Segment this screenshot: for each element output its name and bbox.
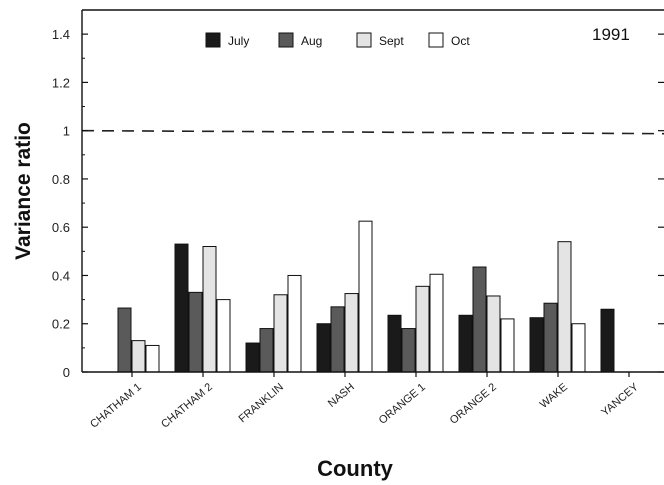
bar-oct-orange-2 <box>500 318 515 373</box>
bar-oct-chatham-2 <box>216 299 231 373</box>
bar-sept-orange-1 <box>415 285 430 373</box>
y-tick-label: 0.6 <box>52 220 70 235</box>
legend-label-july: July <box>228 34 249 48</box>
x-tick-label: YANCEY <box>599 381 641 419</box>
legend-swatch-july <box>205 32 221 48</box>
y-axis-title: Variance ratio <box>12 122 35 260</box>
y-tick-label: 0.2 <box>52 317 70 332</box>
bar-sept-nash <box>344 293 359 373</box>
x-tick-label: CHATHAM 1 <box>88 381 144 431</box>
bar-oct-orange-1 <box>429 273 444 373</box>
reference-line <box>81 129 664 135</box>
bar-aug-orange-2 <box>472 266 487 373</box>
bar-sept-orange-2 <box>486 295 501 373</box>
y-tick-label: 1.2 <box>52 75 70 90</box>
bar-sept-wake <box>557 241 572 373</box>
legend: July Aug Sept Oct <box>205 32 470 48</box>
bar-aug-orange-1 <box>401 328 416 373</box>
x-tick-label: CHATHAM 2 <box>159 381 215 431</box>
year-annotation: 1991 <box>592 25 630 44</box>
legend-swatch-oct <box>428 32 444 48</box>
bar-oct-wake <box>571 323 586 373</box>
x-tick-label: NASH <box>326 381 357 410</box>
legend-swatch-aug <box>278 32 294 48</box>
y-tick-label: 0.8 <box>52 172 70 187</box>
bar-sept-chatham-2 <box>202 246 217 373</box>
bar-sept-franklin <box>273 294 288 373</box>
bar-july-orange-2 <box>458 314 473 373</box>
legend-label-aug: Aug <box>301 34 322 48</box>
legend-label-oct: Oct <box>451 34 470 48</box>
bar-oct-chatham-1 <box>145 344 160 373</box>
bar-aug-nash <box>330 306 345 373</box>
bar-july-orange-1 <box>387 314 402 373</box>
x-tick-label: WAKE <box>538 381 570 411</box>
bar-aug-wake <box>543 302 558 373</box>
y-tick-label: 1 <box>63 124 70 139</box>
y-tick-label: 1.4 <box>52 27 70 42</box>
bar-oct-nash <box>358 220 373 373</box>
x-axis-title: County <box>317 456 394 481</box>
bar-aug-chatham-2 <box>188 291 203 373</box>
bar-july-chatham-2 <box>174 243 189 373</box>
bar-july-nash <box>316 323 331 373</box>
bar-aug-chatham-1 <box>117 307 132 373</box>
x-tick-label: ORANGE 2 <box>448 381 499 427</box>
bar-july-yancey <box>600 308 615 373</box>
bar-oct-franklin <box>287 274 302 373</box>
bar-july-franklin <box>245 342 260 373</box>
x-tick-label: FRANKLIN <box>237 381 286 425</box>
bar-aug-franklin <box>259 328 274 373</box>
legend-label-sept: Sept <box>379 34 404 48</box>
legend-swatch-sept <box>356 32 372 48</box>
y-tick-label: 0.4 <box>52 268 70 283</box>
x-tick-label: ORANGE 1 <box>377 381 428 427</box>
y-tick-label: 0 <box>63 365 70 380</box>
bar-july-wake <box>529 317 544 373</box>
bar-sept-chatham-1 <box>131 340 146 373</box>
